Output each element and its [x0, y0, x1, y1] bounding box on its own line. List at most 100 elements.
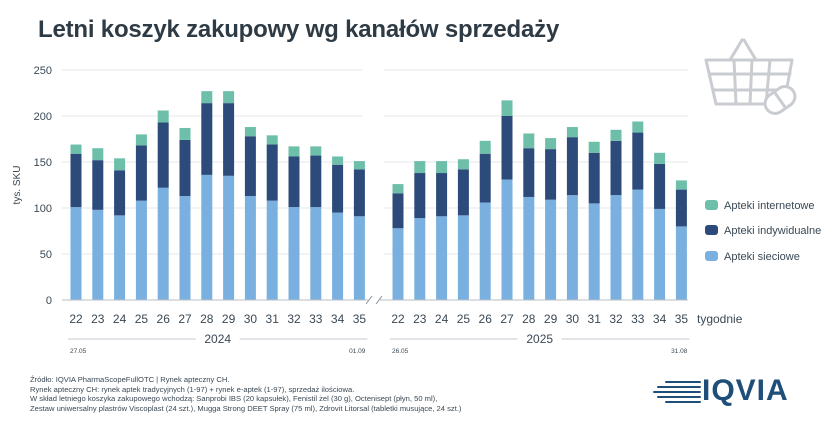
basket-with-pills-icon: [704, 38, 797, 115]
x-tick-label: 25: [135, 312, 149, 326]
x-tick-label: 31: [266, 312, 280, 326]
bar-segment: [436, 173, 448, 217]
x-tick-label: 28: [522, 312, 536, 326]
x-tick-label: 33: [631, 312, 645, 326]
bar-segment: [201, 174, 213, 300]
iqvia-lines-icon: [653, 381, 701, 403]
bar-segment: [479, 153, 491, 203]
y-axis-label: tys. SKU: [12, 166, 23, 205]
bar-segment: [654, 152, 666, 164]
bar-segment: [135, 200, 147, 300]
bar-segment: [414, 218, 426, 300]
x-tick-label: 24: [113, 312, 127, 326]
bar-segment: [436, 161, 448, 174]
bar-segment: [479, 140, 491, 154]
legend-label: Apteki sieciowe: [724, 251, 800, 263]
x-tick-label: 35: [675, 312, 689, 326]
end-date-label: 01.09: [349, 348, 366, 355]
bar-segment: [266, 144, 278, 201]
x-tick-label: 24: [435, 312, 449, 326]
bar-segment: [632, 121, 644, 133]
x-tick-label: 25: [457, 312, 471, 326]
bar-segment: [457, 215, 469, 300]
axis-break-mark: [375, 295, 383, 305]
bar-segment: [244, 196, 256, 300]
bar-segment: [588, 203, 600, 300]
bar-segment: [135, 145, 147, 201]
bar-segment: [610, 140, 622, 196]
bar-segment: [179, 127, 191, 140]
y-tick-label: 100: [34, 203, 52, 215]
bar-segment: [457, 169, 469, 216]
bar-segment: [566, 195, 578, 300]
bar-segment: [70, 207, 82, 300]
bar-segment: [310, 155, 322, 208]
x-tick-label: 23: [413, 312, 427, 326]
legend-swatch: [705, 225, 718, 235]
chart-title: Letni koszyk zakupowy wg kanałów sprzeda…: [38, 16, 560, 43]
x-tick-label: 29: [222, 312, 236, 326]
bar-segment: [654, 208, 666, 300]
bar-segment: [353, 216, 365, 300]
bar-segment: [92, 148, 104, 161]
start-date-label: 26.05: [392, 348, 409, 355]
bar-segment: [566, 127, 578, 138]
bar-segment: [588, 152, 600, 204]
bar-segment: [310, 146, 322, 156]
x-tick-label: 23: [91, 312, 105, 326]
legend-label: Apteki internetowe: [724, 200, 815, 212]
iqvia-logo: IQVIA: [652, 374, 789, 408]
bar-segment: [523, 148, 535, 197]
bar-segment: [479, 202, 491, 300]
bar-segment: [157, 122, 169, 188]
y-tick-label: 50: [40, 249, 52, 261]
bar-segment: [523, 196, 535, 300]
bar-segment: [288, 146, 300, 157]
logo-text: IQVIA: [702, 374, 789, 407]
bar-segment: [114, 215, 126, 300]
bar-segment: [414, 173, 426, 219]
x-tick-label: 33: [309, 312, 323, 326]
bar-segment: [353, 161, 365, 170]
bar-segment: [223, 91, 235, 104]
bar-segment: [501, 116, 513, 180]
bar-segment: [436, 216, 448, 300]
bar-segment: [654, 163, 666, 209]
x-tick-label: 35: [353, 312, 367, 326]
bar-segment: [588, 141, 600, 153]
bar-segment: [632, 189, 644, 300]
x-tick-label: 31: [588, 312, 602, 326]
bar-segment: [457, 159, 469, 170]
year-label: 2024: [204, 332, 231, 346]
bar-segment: [392, 193, 404, 229]
bar-segment: [353, 169, 365, 217]
bar-segment: [545, 138, 557, 150]
bar-segment: [414, 161, 426, 174]
footnote-source: Źródło: IQVIA PharmaScopeFullOTC | Rynek…: [30, 375, 230, 384]
end-date-label: 31.08: [671, 348, 688, 355]
bar-segment: [566, 137, 578, 196]
bar-segment: [70, 144, 82, 154]
x-tick-label: 26: [479, 312, 493, 326]
bar-segment: [92, 160, 104, 210]
x-tick-label: 32: [287, 312, 301, 326]
x-tick-label: 28: [200, 312, 214, 326]
x-tick-label: 22: [391, 312, 405, 326]
bar-segment: [675, 226, 687, 300]
bar-segment: [223, 175, 235, 300]
axis-break-mark: [365, 295, 373, 305]
bar-segment: [135, 134, 147, 146]
x-tick-label: 34: [653, 312, 667, 326]
bar-segment: [223, 103, 235, 176]
x-tick-label: 22: [69, 312, 83, 326]
x-axis-label: tygodnie: [697, 312, 743, 326]
stacked-bar-chart: 0 50 100 150 200 250 tys. SKU 22 23 24 25 26 27 28 29 3…: [12, 65, 821, 355]
bar-segment: [610, 129, 622, 141]
bar-segment: [392, 228, 404, 300]
bar-segment: [310, 207, 322, 300]
bar-segment: [288, 156, 300, 208]
legend-swatch: [705, 251, 718, 261]
bar-segment: [157, 110, 169, 123]
bar-segment: [70, 153, 82, 208]
bar-segment: [545, 149, 557, 200]
